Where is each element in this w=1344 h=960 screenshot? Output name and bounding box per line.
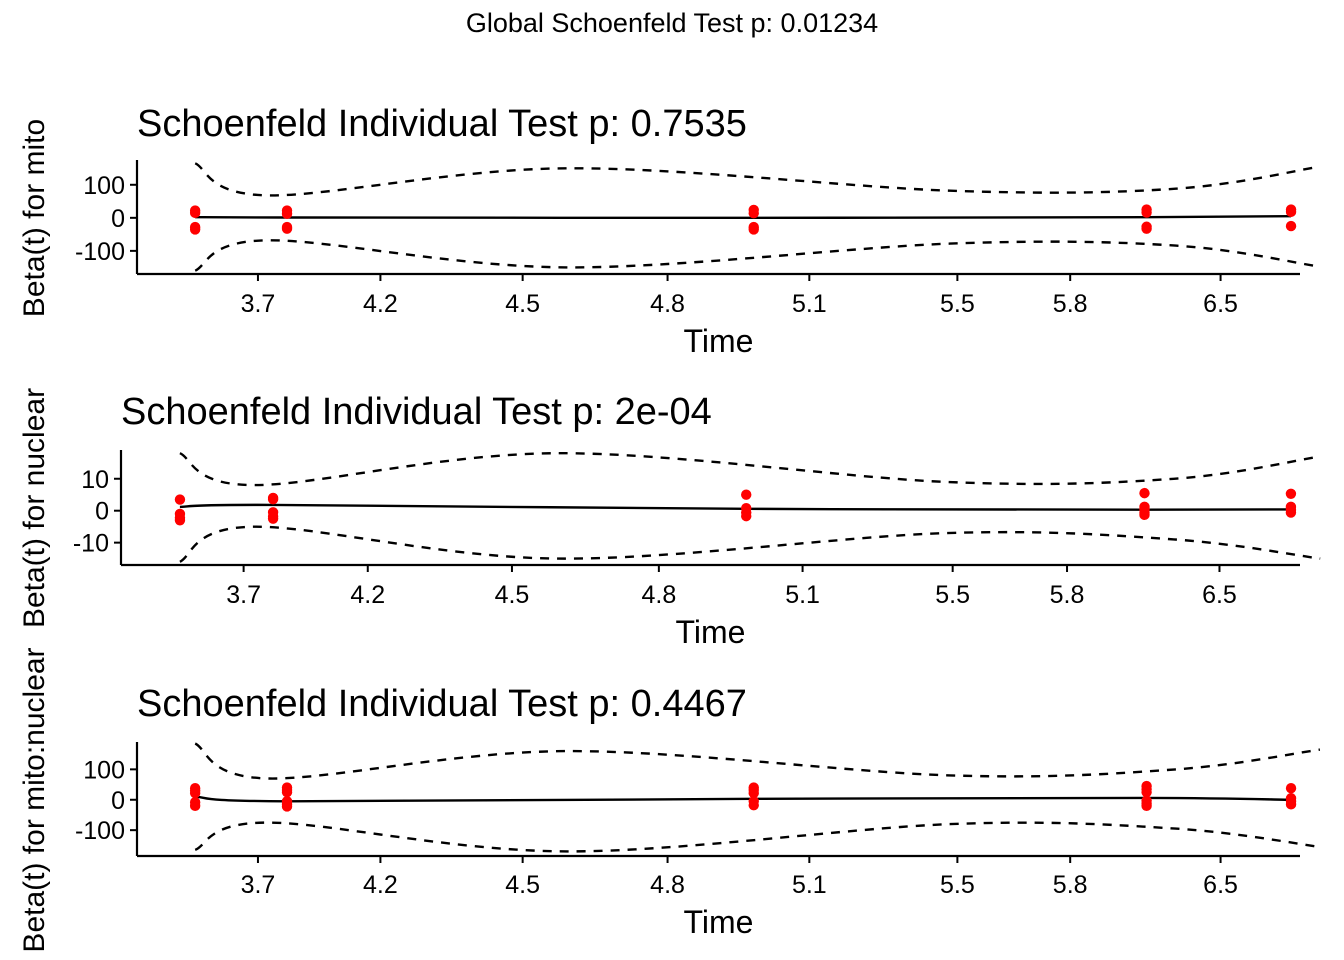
x-tick-label: 6.5 <box>1203 290 1238 318</box>
panel-2: Schoenfeld Individual Test p: 2e-04 Beta(… <box>18 388 1321 650</box>
x-tick-label: 4.8 <box>650 290 685 318</box>
y-tick-label: -10 <box>73 530 109 558</box>
residual-point <box>1141 800 1152 812</box>
residual-point <box>174 515 186 526</box>
residual-point <box>189 207 201 219</box>
residual-point <box>267 493 279 505</box>
y-tick-label: 0 <box>111 205 125 233</box>
x-tick-label: 4.5 <box>505 290 540 318</box>
x-axis-label: Time <box>684 904 754 940</box>
x-axis-label: Time <box>684 323 754 359</box>
residual-point <box>281 223 293 234</box>
beta-fit-line <box>179 503 1291 511</box>
panel-1: Schoenfeld Individual Test p: 0.7535 Beta… <box>18 103 1321 359</box>
x-tick-label: 5.5 <box>940 290 975 318</box>
panel-title: Schoenfeld Individual Test p: 0.4467 <box>137 683 747 725</box>
beta-fit-line <box>195 795 1292 803</box>
x-tick-label: 5.8 <box>1050 581 1085 609</box>
x-tick-label: 5.5 <box>935 581 970 609</box>
residual-point <box>748 224 759 235</box>
global-test-title: Global Schoenfeld Test p: 0.01234 <box>466 8 878 38</box>
residual-point <box>174 494 186 505</box>
residual-point <box>1141 786 1152 798</box>
y-axis-label: Beta(t) for mito <box>18 119 51 317</box>
residual-point <box>1285 799 1297 810</box>
panel-3: Schoenfeld Individual Test p: 0.4467 Beta… <box>18 647 1321 953</box>
lower-confidence-band <box>179 525 1321 563</box>
residual-point <box>189 800 201 812</box>
x-tick-label: 4.2 <box>363 290 398 318</box>
x-tick-label: 4.5 <box>495 581 530 609</box>
residual-point <box>748 800 759 811</box>
residual-point <box>1139 487 1150 499</box>
y-tick-label: -100 <box>75 817 125 845</box>
x-tick-label: 5.8 <box>1053 290 1088 318</box>
residual-point <box>281 786 293 798</box>
y-tick-label: 10 <box>81 466 109 494</box>
x-tick-label: 4.5 <box>505 871 540 899</box>
x-tick-label: 5.1 <box>792 290 827 318</box>
residual-point <box>267 513 279 524</box>
x-tick-label: 6.5 <box>1203 871 1238 899</box>
residual-point <box>1285 206 1297 218</box>
x-tick-label: 3.7 <box>241 290 276 318</box>
residual-point <box>741 489 752 500</box>
residual-point <box>748 787 759 799</box>
lower-confidence-band <box>194 239 1321 272</box>
residual-point <box>741 510 752 522</box>
y-tick-label: 0 <box>111 787 125 815</box>
y-tick-label: -100 <box>75 238 125 266</box>
residual-point <box>1285 783 1297 794</box>
y-tick-label: 0 <box>95 498 109 526</box>
residual-point <box>1139 509 1150 521</box>
upper-confidence-band <box>194 742 1321 780</box>
x-tick-label: 4.8 <box>650 871 685 899</box>
x-tick-label: 3.7 <box>241 871 276 899</box>
residual-point <box>189 787 201 799</box>
x-tick-label: 5.1 <box>792 871 827 899</box>
x-tick-label: 5.8 <box>1053 871 1088 899</box>
residual-point <box>1285 488 1297 499</box>
residual-point <box>1285 507 1297 518</box>
x-tick-label: 6.5 <box>1202 581 1237 609</box>
panel-title: Schoenfeld Individual Test p: 2e-04 <box>121 391 712 433</box>
residual-point <box>281 801 293 812</box>
x-tick-label: 4.2 <box>350 581 385 609</box>
y-tick-label: 100 <box>83 172 125 200</box>
residual-point <box>1141 223 1152 234</box>
residual-point <box>1285 220 1297 232</box>
y-axis-label: Beta(t) for mito:nuclear <box>18 647 51 952</box>
upper-confidence-band <box>179 451 1321 487</box>
x-tick-label: 5.1 <box>785 581 820 609</box>
residual-point <box>1141 207 1152 218</box>
residual-point <box>189 224 201 235</box>
beta-fit-line <box>195 215 1292 220</box>
x-tick-label: 5.5 <box>940 871 975 899</box>
x-tick-label: 3.7 <box>226 581 261 609</box>
residual-point <box>748 208 759 219</box>
upper-confidence-band <box>194 162 1321 197</box>
x-axis-label: Time <box>676 614 746 650</box>
x-tick-label: 4.2 <box>363 871 398 899</box>
panel-title: Schoenfeld Individual Test p: 0.7535 <box>137 103 747 145</box>
x-tick-label: 4.8 <box>641 581 676 609</box>
y-axis-label: Beta(t) for nuclear <box>18 388 51 628</box>
residual-point <box>281 208 293 220</box>
y-tick-label: 100 <box>83 756 125 784</box>
lower-confidence-band <box>194 821 1321 853</box>
